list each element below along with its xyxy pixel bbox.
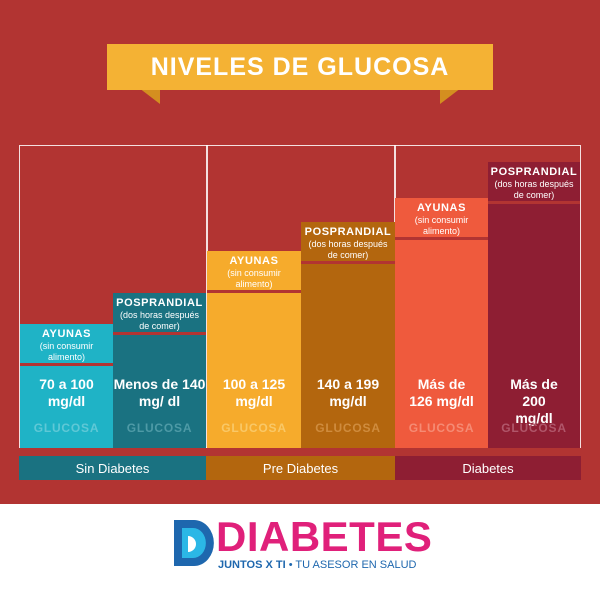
- bar-header-subtitle: (sin consumir alimento): [227, 268, 281, 289]
- logo-tagline: JUNTOS X TI • TU ASESOR EN SALUD: [218, 559, 416, 571]
- bar-header-subtitle: (dos horas después de comer): [308, 239, 388, 260]
- bar-divider: [113, 332, 206, 335]
- bar-header: AYUNAS (sin consumir alimento): [207, 255, 301, 290]
- bar-header-title: AYUNAS: [41, 328, 92, 340]
- bar-header: AYUNAS (sin consumir alimento): [395, 202, 488, 237]
- bar-divider: [301, 261, 395, 264]
- bar-value: Menos de 140 mg/ dl: [113, 376, 206, 409]
- bar-header: AYUNAS (sin consumir alimento): [20, 328, 113, 363]
- bar-value: Más de 126 mg/dl: [409, 376, 474, 409]
- bar-header-title: POSPRANDIAL: [490, 166, 578, 178]
- bar-header-title: POSPRANDIAL: [304, 226, 392, 238]
- bar-diabetes-posprandial: POSPRANDIAL (dos horas después de comer)…: [488, 162, 580, 448]
- bar-glucosa-label: GLUCOSA: [408, 421, 475, 435]
- bar-pre-diabetes-ayunas: AYUNAS (sin consumir alimento) 100 a 125…: [207, 251, 301, 448]
- bar-header-title: AYUNAS: [416, 202, 467, 214]
- bar-pre-diabetes-posprandial: POSPRANDIAL (dos horas después de comer)…: [301, 222, 395, 448]
- bar-sin-diabetes-posprandial: POSPRANDIAL (dos horas después de comer)…: [113, 293, 206, 448]
- bar-divider: [20, 363, 113, 366]
- logo-tagline-separator: •: [285, 559, 296, 571]
- footer-logo-area: DIABETES JUNTOS X TI • TU ASESOR EN SALU…: [0, 504, 600, 600]
- category-label-sin-diabetes: Sin Diabetes: [19, 456, 206, 480]
- bar-glucosa-label: GLUCOSA: [221, 421, 287, 435]
- bar-glucosa-label: GLUCOSA: [315, 421, 381, 435]
- category-label-diabetes: Diabetes: [395, 456, 581, 480]
- bar-value: Más de 200 mg/dl: [510, 376, 558, 426]
- bar-header-subtitle: (dos horas después de comer): [494, 179, 574, 200]
- bar-diabetes-ayunas: AYUNAS (sin consumir alimento) Más de 12…: [395, 198, 488, 448]
- category-label-pre-diabetes: Pre Diabetes: [206, 456, 395, 480]
- bar-glucosa-label: GLUCOSA: [33, 421, 100, 435]
- drop-logo-icon: [174, 520, 214, 566]
- bar-sin-diabetes-ayunas: AYUNAS (sin consumir alimento) 70 a 100 …: [20, 324, 113, 448]
- bar-divider: [488, 201, 580, 204]
- bar-header-title: AYUNAS: [229, 255, 279, 267]
- bar-header-subtitle: (sin consumir alimento): [39, 341, 94, 362]
- bar-value: 100 a 125 mg/dl: [222, 376, 286, 409]
- bar-glucosa-label: GLUCOSA: [501, 421, 567, 435]
- logo-tagline-bold: JUNTOS X TI: [218, 559, 286, 571]
- bar-header: POSPRANDIAL (dos horas después de comer): [113, 297, 206, 332]
- bar-value: 70 a 100 mg/dl: [39, 376, 94, 409]
- bar-header-title: POSPRANDIAL: [116, 297, 203, 309]
- bar-header: POSPRANDIAL (dos horas después de comer): [301, 226, 395, 261]
- page-title: NIVELES DE GLUCOSA: [107, 44, 493, 90]
- logo-wordmark: DIABETES: [216, 513, 433, 560]
- bar-divider: [395, 237, 488, 240]
- bar-divider: [207, 290, 301, 293]
- bar-glucosa-label: GLUCOSA: [126, 421, 193, 435]
- bar-header: POSPRANDIAL (dos horas después de comer): [488, 166, 580, 201]
- bar-value: 140 a 199 mg/dl: [316, 376, 380, 409]
- bar-header-subtitle: (sin consumir alimento): [414, 215, 469, 236]
- bar-header-subtitle: (dos horas después de comer): [119, 310, 200, 331]
- logo-tagline-rest: TU ASESOR EN SALUD: [295, 559, 417, 571]
